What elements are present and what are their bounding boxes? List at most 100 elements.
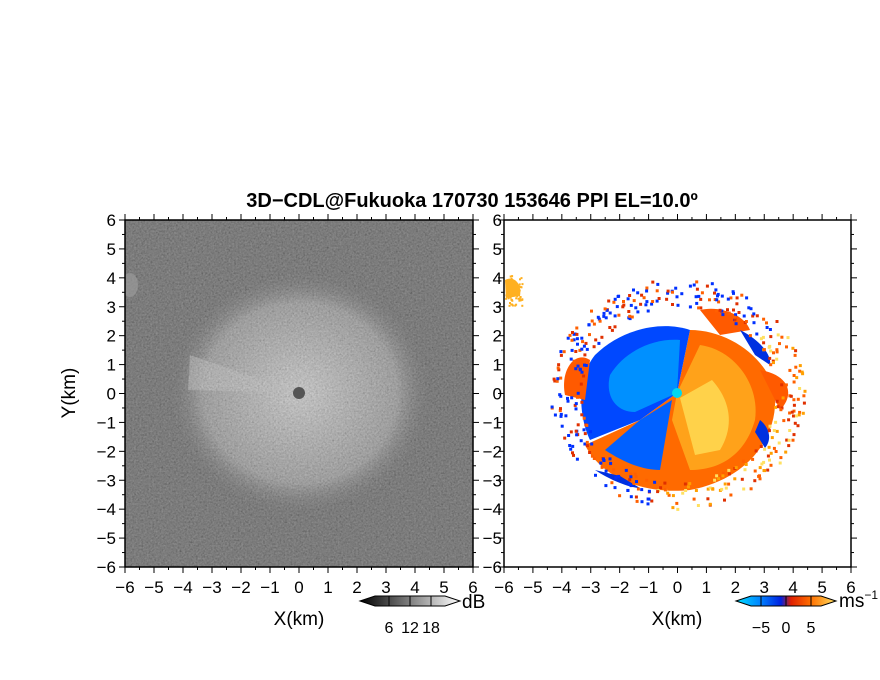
velocity-speckle: [788, 368, 792, 372]
velocity-speckle: [697, 294, 701, 298]
velocity-speckle: [747, 306, 751, 310]
velocity-speckle: [744, 320, 748, 323]
velocity-colorbar-tick-label: 0: [782, 620, 791, 637]
velocity-speckle: [695, 301, 699, 305]
velocity-speckle: [692, 497, 696, 501]
velocity-speckle: [633, 472, 637, 476]
velocity-speckle: [801, 372, 805, 376]
velocity-speckle: [651, 280, 655, 284]
intensity-x-tick-label: 0: [294, 578, 303, 597]
velocity-speckle: [582, 416, 586, 420]
velocity-speckle: [583, 432, 587, 436]
chart-title: 3D−CDL@Fukuoka 170730 153646 PPI EL=10.0…: [246, 190, 698, 212]
velocity-speckle: [640, 293, 644, 297]
velocity-speckle: [729, 493, 733, 497]
velocity-speckle: [627, 310, 631, 313]
velocity-speckle: [581, 340, 585, 344]
velocity-speckle: [632, 288, 635, 292]
velocity-speckle: [798, 387, 802, 390]
velocity-speckle: [567, 434, 571, 437]
velocity-speckle: [640, 488, 644, 492]
velocity-speckle: [651, 300, 655, 303]
velocity-speckle: [768, 344, 772, 348]
velocity-y-tick-label: 6: [493, 211, 502, 230]
velocity-speckle: [614, 476, 618, 480]
velocity-speckle: [749, 487, 753, 491]
velocity-x-tick-label: 4: [788, 578, 797, 597]
velocity-speckle: [793, 421, 797, 425]
velocity-y-tick-label: −5: [483, 529, 502, 548]
velocity-speckle: [598, 319, 602, 323]
velocity-speckle: [585, 440, 589, 444]
velocity-speckle: [550, 405, 554, 409]
velocity-speckle: [580, 400, 584, 404]
velocity-speckle: [772, 429, 776, 432]
velocity-speckle: [568, 333, 572, 337]
intensity-y-tick-label: −3: [97, 471, 116, 490]
velocity-speckle: [751, 457, 755, 461]
velocity-speckle: [585, 423, 589, 427]
velocity-speckle: [575, 337, 579, 341]
velocity-speckle: [755, 332, 759, 336]
velocity-speckle: [726, 308, 729, 312]
velocity-speckle: [574, 407, 578, 411]
velocity-speckle: [801, 411, 805, 415]
velocity-speckle: [770, 436, 774, 440]
velocity-speckle: [786, 336, 790, 340]
velocity-field: [505, 275, 807, 511]
velocity-speckle: [518, 298, 521, 301]
velocity-speckle: [588, 333, 591, 337]
velocity-speckle: [705, 284, 709, 288]
velocity-speckle: [671, 290, 674, 294]
velocity-speckle: [647, 497, 651, 501]
velocity-positive-peak: [680, 380, 729, 455]
velocity-speckle: [688, 482, 692, 486]
velocity-speckle: [744, 463, 748, 466]
velocity-speckle: [695, 287, 699, 291]
intensity-x-tick-label: −4: [173, 578, 192, 597]
velocity-speckle: [797, 413, 801, 417]
velocity-speckle: [650, 302, 654, 306]
velocity-speckle: [714, 309, 718, 313]
velocity-speckle: [580, 413, 584, 417]
velocity-speckle: [636, 487, 640, 491]
velocity-speckle: [723, 498, 726, 502]
velocity-speckle: [559, 407, 562, 411]
velocity-speckle: [775, 357, 779, 361]
velocity-speckle: [795, 376, 799, 380]
velocity-speckle: [663, 481, 667, 485]
velocity-speckle: [644, 303, 648, 307]
velocity-speckle: [575, 326, 579, 330]
velocity-y-tick-label: 3: [493, 298, 502, 317]
velocity-speckle: [674, 286, 678, 290]
velocity-speckle: [562, 350, 566, 354]
velocity-speckle: [576, 342, 579, 346]
intensity-x-tick-label: −2: [231, 578, 250, 597]
velocity-speckle: [772, 446, 776, 450]
velocity-speckle: [566, 396, 569, 400]
velocity-speckle: [568, 444, 572, 447]
velocity-y-tick-label: −4: [483, 500, 502, 519]
velocity-speckle: [769, 335, 773, 339]
velocity-speckle: [721, 471, 725, 475]
velocity-speckle: [763, 447, 767, 451]
velocity-speckle: [626, 297, 630, 301]
intensity-ticks: [119, 214, 479, 573]
velocity-speckle: [671, 303, 674, 306]
velocity-speckle: [602, 457, 605, 461]
velocity-speckle: [710, 282, 714, 286]
velocity-speckle: [509, 275, 512, 278]
velocity-speckle: [762, 469, 766, 472]
velocity-speckle: [582, 428, 586, 432]
velocity-speckle: [760, 462, 764, 466]
velocity-speckle: [711, 487, 715, 491]
velocity-speckle: [592, 322, 596, 326]
intensity-y-tick-label: 4: [107, 269, 116, 288]
velocity-speckle: [675, 295, 679, 299]
velocity-speckle: [792, 433, 796, 437]
velocity-speckle: [622, 303, 626, 307]
velocity-speckle: [617, 294, 621, 298]
intensity-y-tick-labels: 6 5 4 3 2 1 0 −1 −2 −3 −4 −5 −6: [97, 211, 116, 577]
velocity-speckle: [706, 487, 710, 491]
intensity-y-tick-label: 5: [107, 240, 116, 259]
